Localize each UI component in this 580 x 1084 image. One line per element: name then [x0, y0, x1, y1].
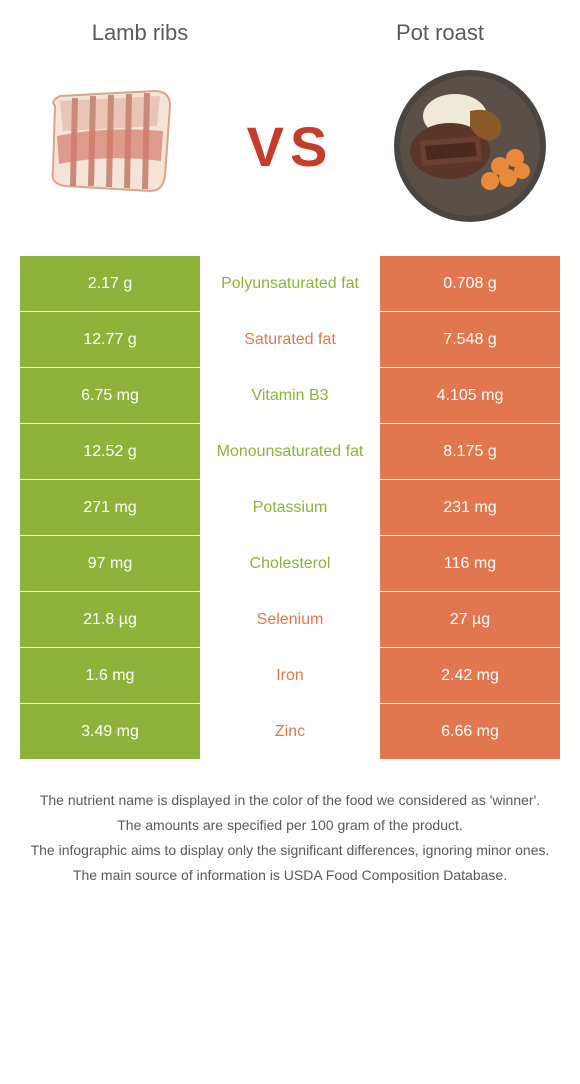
footer-line-1: The nutrient name is displayed in the co…	[20, 790, 560, 811]
left-value: 271 mg	[20, 480, 200, 536]
images-row: VS	[0, 56, 580, 256]
right-value: 2.42 mg	[380, 648, 560, 704]
table-row: 2.17 gPolyunsaturated fat0.708 g	[20, 256, 560, 312]
nutrient-label: Potassium	[200, 480, 380, 536]
table-row: 1.6 mgIron2.42 mg	[20, 648, 560, 704]
nutrient-label: Vitamin B3	[200, 368, 380, 424]
nutrient-label: Selenium	[200, 592, 380, 648]
right-value: 4.105 mg	[380, 368, 560, 424]
left-value: 97 mg	[20, 536, 200, 592]
lamb-ribs-image	[30, 66, 190, 226]
table-row: 21.8 µgSelenium27 µg	[20, 592, 560, 648]
left-value: 3.49 mg	[20, 704, 200, 760]
right-food-title: Pot roast	[340, 20, 540, 46]
header: Lamb ribs Pot roast	[0, 0, 580, 56]
left-value: 6.75 mg	[20, 368, 200, 424]
left-value: 2.17 g	[20, 256, 200, 312]
right-value: 27 µg	[380, 592, 560, 648]
footer-line-2: The amounts are specified per 100 gram o…	[20, 815, 560, 836]
nutrient-label: Cholesterol	[200, 536, 380, 592]
right-value: 6.66 mg	[380, 704, 560, 760]
table-row: 3.49 mgZinc6.66 mg	[20, 704, 560, 760]
left-food-title: Lamb ribs	[40, 20, 240, 46]
table-row: 97 mgCholesterol116 mg	[20, 536, 560, 592]
left-value: 1.6 mg	[20, 648, 200, 704]
nutrient-table: 2.17 gPolyunsaturated fat0.708 g12.77 gS…	[20, 256, 560, 760]
table-row: 271 mgPotassium231 mg	[20, 480, 560, 536]
pot-roast-image	[390, 66, 550, 226]
nutrient-label: Polyunsaturated fat	[200, 256, 380, 312]
table-row: 12.52 gMonounsaturated fat8.175 g	[20, 424, 560, 480]
footer-notes: The nutrient name is displayed in the co…	[0, 760, 580, 886]
right-value: 231 mg	[380, 480, 560, 536]
left-value: 12.77 g	[20, 312, 200, 368]
footer-line-4: The main source of information is USDA F…	[20, 865, 560, 886]
nutrient-label: Zinc	[200, 704, 380, 760]
right-value: 8.175 g	[380, 424, 560, 480]
right-value: 116 mg	[380, 536, 560, 592]
vs-label: VS	[247, 114, 334, 179]
nutrient-label: Saturated fat	[200, 312, 380, 368]
footer-line-3: The infographic aims to display only the…	[20, 840, 560, 861]
left-value: 12.52 g	[20, 424, 200, 480]
left-value: 21.8 µg	[20, 592, 200, 648]
table-row: 6.75 mgVitamin B34.105 mg	[20, 368, 560, 424]
nutrient-label: Monounsaturated fat	[200, 424, 380, 480]
table-row: 12.77 gSaturated fat7.548 g	[20, 312, 560, 368]
right-value: 0.708 g	[380, 256, 560, 312]
nutrient-label: Iron	[200, 648, 380, 704]
right-value: 7.548 g	[380, 312, 560, 368]
